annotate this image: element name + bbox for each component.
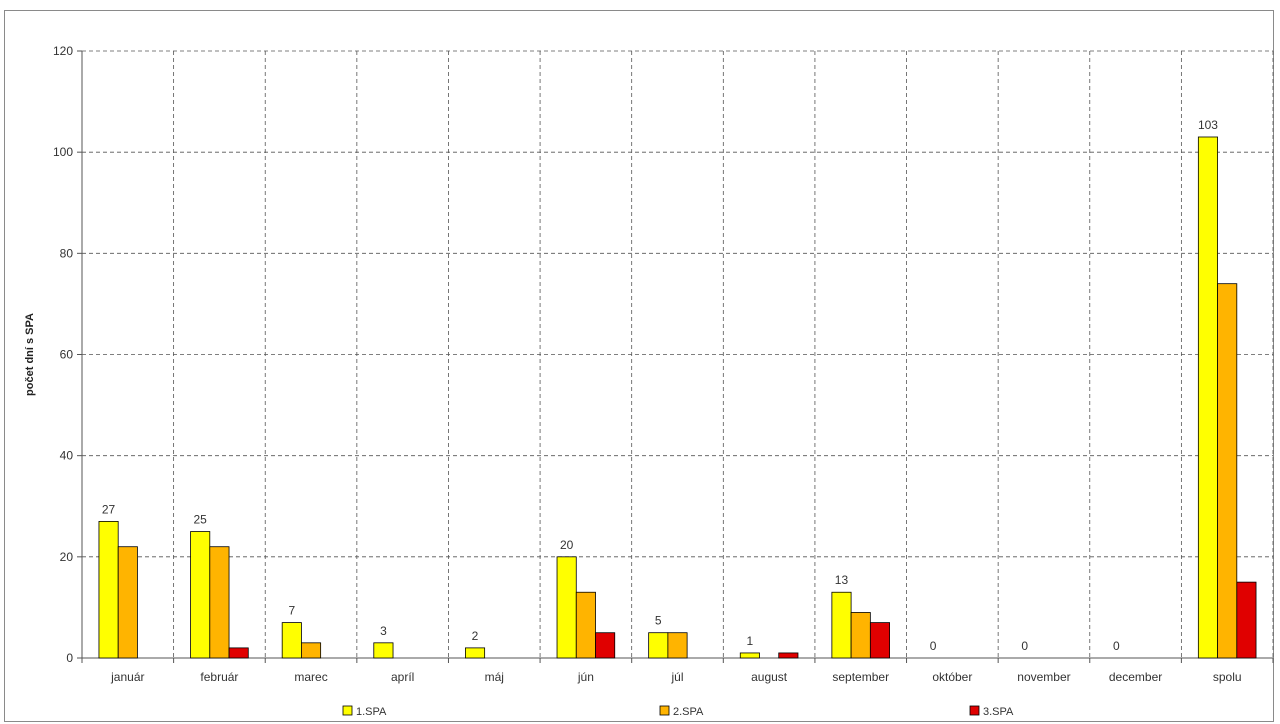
data-label: 20 <box>560 538 574 552</box>
y-tick-label: 0 <box>66 651 73 665</box>
y-axis-title: počet dní s SPA <box>24 313 36 396</box>
category-labels: január február marec apríl máj jún júl august se… <box>110 670 1241 684</box>
bars <box>98 136 1257 659</box>
data-labels: 27 25 7 3 2 20 5 1 13 0 0 0 103 <box>102 118 1218 653</box>
category-label: február <box>200 670 238 684</box>
legend-swatch <box>659 705 670 716</box>
y-tick-label: 80 <box>60 246 74 260</box>
bar <box>1236 581 1257 659</box>
category-label: január <box>110 670 144 684</box>
category-label: august <box>751 670 788 684</box>
legend: 1.SPA 2.SPA 3.SPA <box>342 705 1014 718</box>
legend-label: 3.SPA <box>983 706 1014 718</box>
bar <box>465 647 486 659</box>
bar <box>648 632 669 659</box>
y-tick-label: 20 <box>60 550 74 564</box>
y-tick-label: 120 <box>53 44 73 58</box>
y-tick-label: 60 <box>60 348 74 362</box>
y-tick-labels: 0 20 40 60 80 100 120 <box>53 44 73 665</box>
data-label: 2 <box>472 629 479 643</box>
data-label: 0 <box>1021 639 1028 653</box>
gridlines <box>82 50 1274 658</box>
category-label: jún <box>577 670 594 684</box>
category-label: máj <box>485 670 504 684</box>
data-label: 5 <box>655 614 662 628</box>
data-label: 0 <box>930 639 937 653</box>
bar <box>1197 136 1218 659</box>
category-label: december <box>1109 670 1162 684</box>
data-label: 13 <box>835 573 849 587</box>
chart-frame: 27 25 7 3 2 20 5 1 13 0 0 0 103 január február marec ap… <box>4 10 1274 722</box>
axes <box>77 50 1274 663</box>
category-label: marec <box>294 670 327 684</box>
legend-swatch <box>342 705 353 716</box>
bar <box>778 652 799 659</box>
bar <box>869 622 890 659</box>
bar <box>117 546 138 659</box>
bar <box>667 632 688 659</box>
y-tick-label: 100 <box>53 145 73 159</box>
bar <box>98 521 119 659</box>
bar <box>1217 283 1238 659</box>
legend-label: 2.SPA <box>673 706 704 718</box>
bar <box>739 652 760 659</box>
data-label: 103 <box>1198 118 1218 132</box>
bar-chart: 27 25 7 3 2 20 5 1 13 0 0 0 103 január február marec ap… <box>24 44 1274 718</box>
bar <box>575 591 596 659</box>
category-label: júl <box>670 670 683 684</box>
bar <box>850 612 871 659</box>
category-label: október <box>932 670 972 684</box>
bar <box>556 556 577 659</box>
data-label: 27 <box>102 502 116 516</box>
legend-swatch <box>969 705 980 716</box>
bar <box>831 591 852 659</box>
category-label: september <box>832 670 889 684</box>
data-label: 7 <box>288 604 295 618</box>
bar <box>281 622 302 659</box>
category-label: apríl <box>391 670 414 684</box>
bar <box>190 531 211 659</box>
data-label: 25 <box>194 513 208 527</box>
category-label: november <box>1017 670 1070 684</box>
data-label: 1 <box>747 634 754 648</box>
bar <box>595 632 616 659</box>
bar <box>209 546 230 659</box>
category-label: spolu <box>1213 670 1242 684</box>
bar <box>373 642 394 659</box>
bar <box>301 642 322 659</box>
legend-label: 1.SPA <box>356 706 387 718</box>
data-label: 3 <box>380 624 387 638</box>
data-label: 0 <box>1113 639 1120 653</box>
y-tick-label: 40 <box>60 449 74 463</box>
bar <box>228 647 249 659</box>
